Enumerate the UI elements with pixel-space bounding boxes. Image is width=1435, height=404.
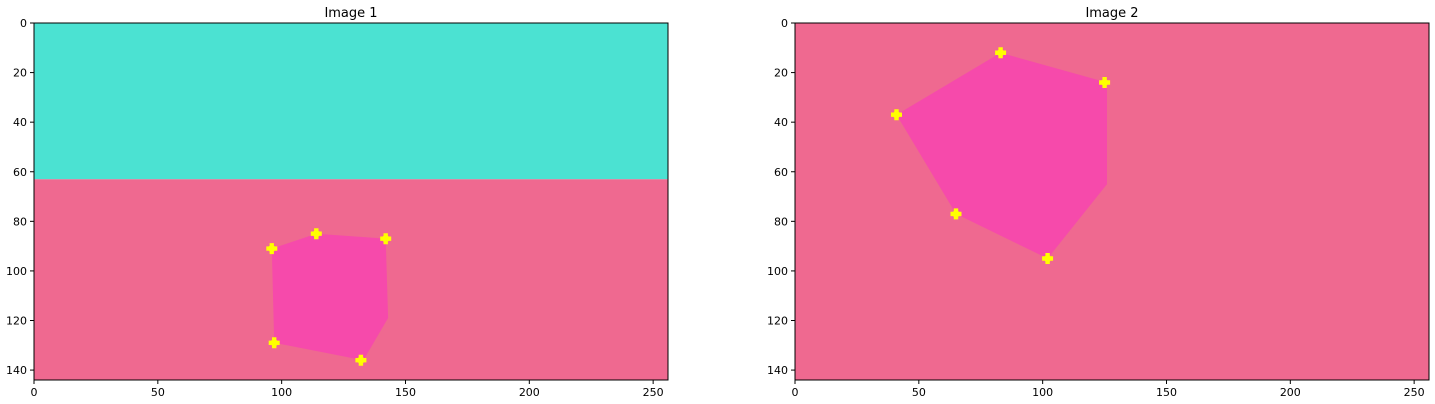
x-tick-label: 200 [519,386,540,399]
keypoint-marker [266,243,278,255]
image-2-panel: Image 2 0 50 100 150 200 250 0 20 40 60 80 100 120 140 [767,6,1430,399]
keypoint-marker-center [382,235,390,243]
keypoint-marker [310,228,322,240]
keypoint-marker-center [952,210,960,218]
keypoint-marker-center [1044,254,1052,263]
keypoint-marker-center [1100,78,1109,87]
image-region [34,23,668,180]
y-tick-label: 0 [781,17,788,30]
y-tick-label: 120 [767,315,788,328]
x-tick-label: 50 [912,386,926,399]
y-tick-label: 20 [774,67,788,80]
keypoint-marker [1099,77,1111,88]
x-tick-label: 250 [643,386,664,399]
keypoint-marker [355,354,367,366]
y-tick-label: 80 [774,215,788,228]
axes-frame [33,22,669,381]
y-tick-label: 140 [767,364,788,377]
x-tick-label: 0 [31,386,38,399]
y-tick-label: 120 [6,315,27,328]
keypoint-marker [380,233,392,245]
keypoint-marker [1042,253,1054,264]
keypoint-marker [995,47,1007,59]
x-tick-label: 100 [271,386,292,399]
x-tick-label: 100 [1032,386,1053,399]
x-tick-label: 150 [1156,386,1177,399]
x-tick-label: 0 [792,386,799,399]
keypoint-marker-center [268,245,276,253]
keypoint-marker [891,109,902,121]
y-tick-label: 60 [13,166,27,179]
y-tick-label: 40 [13,116,27,129]
x-tick-label: 250 [1404,386,1425,399]
keypoint-marker [268,337,280,349]
y-tick-label: 100 [6,265,27,278]
image-area [795,23,1429,380]
x-tick-label: 200 [1280,386,1301,399]
keypoint-marker [950,208,962,220]
y-tick-label: 40 [774,116,788,129]
keypoint-marker-center [270,339,278,347]
y-tick-label: 80 [13,215,27,228]
keypoint-marker-center [312,230,320,238]
axes-title: Image 2 [1085,6,1138,21]
image-region [795,23,1429,380]
y-tick-label: 60 [774,166,788,179]
image-region [896,52,1107,259]
image-area [34,23,668,380]
x-tick-label: 50 [151,386,165,399]
y-tick-label: 20 [13,67,27,80]
x-tick-label: 150 [395,386,416,399]
keypoint-marker-center [892,111,901,119]
keypoint-marker-center [996,49,1005,57]
keypoint-marker-center [357,356,365,364]
image-region [271,233,389,361]
image-1-panel: Image 1 0 50 100 150 200 250 0 20 40 60 80 100 120 140 [6,6,669,399]
axes-frame [794,22,1430,381]
y-tick-label: 100 [767,265,788,278]
axes-title: Image 1 [324,6,377,21]
y-tick-label: 140 [6,364,27,377]
y-tick-label: 0 [20,17,27,30]
